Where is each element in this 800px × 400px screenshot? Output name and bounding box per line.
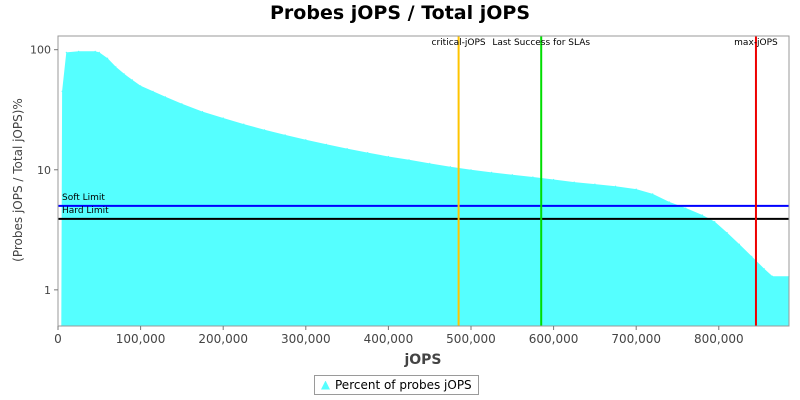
marker-label-2: max-jOPS (734, 38, 778, 48)
data-point-32 (573, 181, 575, 183)
data-point-12 (164, 96, 166, 98)
x-tick-label-3: 300,000 (281, 332, 331, 346)
legend: Percent of probes jOPS (314, 375, 479, 395)
data-point-40 (714, 221, 716, 223)
data-point-45 (771, 275, 774, 277)
data-point-8 (123, 73, 125, 75)
marker-label-1: Last Success for SLAs (492, 38, 590, 48)
data-point-1 (61, 90, 63, 92)
y-tick-label-0: 1 (44, 284, 51, 297)
plot-border (57, 35, 790, 327)
x-tick-label-4: 400,000 (364, 332, 414, 346)
x-tick-label-5: 500,000 (446, 332, 496, 346)
x-tick-label-7: 700,000 (611, 332, 661, 346)
legend-label: Percent of probes jOPS (335, 378, 472, 392)
data-point-29 (511, 174, 513, 176)
data-point-25 (429, 162, 431, 164)
legend-swatch-icon (321, 380, 330, 390)
data-point-33 (594, 183, 596, 185)
x-tick-label-6: 600,000 (529, 332, 579, 346)
data-point-16 (243, 123, 245, 125)
data-point-14 (201, 111, 204, 113)
data-point-30 (532, 176, 534, 178)
data-point-39 (701, 214, 703, 216)
data-point-43 (751, 255, 753, 257)
y-tick-label-2: 100 (30, 44, 51, 57)
data-point-11 (152, 90, 154, 92)
data-point-37 (668, 201, 670, 203)
data-point-4 (94, 50, 96, 52)
data-point-6 (107, 57, 109, 59)
data-point-23 (387, 155, 389, 158)
data-point-22 (367, 152, 369, 154)
data-point-7 (115, 66, 117, 68)
data-point-18 (284, 134, 286, 136)
data-point-31 (553, 178, 555, 181)
data-point-41 (726, 232, 728, 234)
area-series-0 (61, 51, 790, 327)
data-point-9 (131, 79, 133, 81)
data-point-3 (78, 50, 80, 52)
chart-title: Probes jOPS / Total jOPS (270, 2, 530, 24)
data-point-35 (635, 188, 637, 190)
x-tick-label-0: 0 (54, 332, 62, 346)
x-tick-label-8: 800,000 (694, 332, 744, 346)
marker-label-0: critical-jOPS (432, 38, 486, 48)
data-point-13 (181, 103, 183, 105)
data-point-27 (470, 169, 472, 171)
limit-label-1: Hard Limit (62, 206, 109, 216)
data-point-10 (140, 85, 142, 87)
data-point-28 (491, 171, 493, 173)
y-axis-label: (Probes jOPS / Total jOPS)% (11, 98, 25, 262)
data-point-20 (325, 143, 327, 145)
data-point-34 (614, 185, 617, 187)
limit-label-0: Soft Limit (62, 193, 105, 203)
data-point-15 (222, 117, 224, 119)
data-point-17 (263, 129, 266, 131)
data-point-26 (449, 166, 451, 168)
data-point-5 (98, 51, 100, 54)
x-axis-label: jOPS (403, 352, 441, 368)
x-tick-label-2: 200,000 (198, 332, 248, 346)
x-tick-label-1: 100,000 (116, 332, 166, 346)
data-point-38 (685, 207, 687, 209)
data-point-36 (652, 193, 654, 195)
data-point-24 (408, 159, 410, 161)
y-tick-label-1: 10 (37, 164, 51, 177)
data-point-21 (346, 148, 348, 150)
data-point-19 (305, 139, 307, 141)
data-point-2 (65, 51, 67, 54)
data-point-44 (763, 268, 765, 270)
data-point-42 (738, 243, 741, 245)
